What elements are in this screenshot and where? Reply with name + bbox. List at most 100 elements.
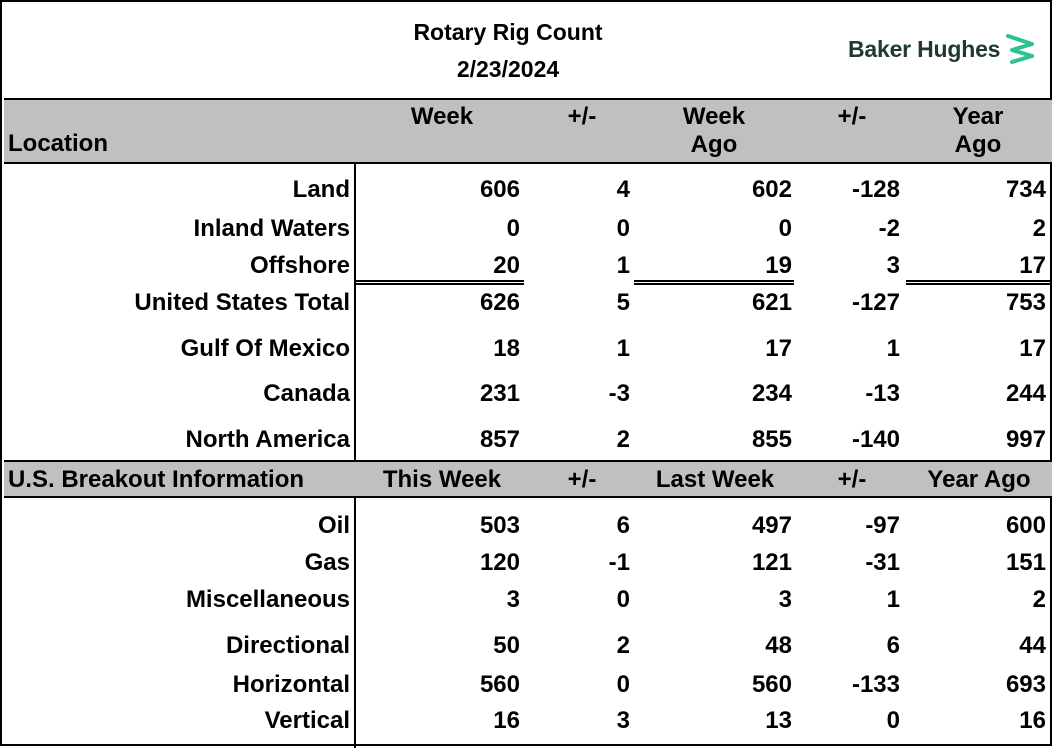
value-year-ago: 151: [1005, 549, 1046, 576]
column-divider: [354, 498, 356, 748]
value-year-ago: 734: [1005, 176, 1046, 203]
value-last-week: 13: [765, 707, 792, 734]
week-ago-header-line1: Week: [682, 103, 746, 130]
value-change: 3: [616, 707, 630, 734]
value-this-week: 560: [479, 671, 520, 698]
row-label: Land: [292, 176, 350, 203]
value-week: 231: [479, 380, 520, 407]
location-header: Location: [8, 130, 108, 157]
value-change: 6: [886, 632, 900, 659]
total-underline: [634, 280, 794, 285]
report-date: 2/23/2024: [456, 56, 560, 82]
this-week-header: This Week: [382, 466, 502, 493]
value-change: 1: [616, 335, 630, 362]
value-week-ago: 19: [765, 252, 792, 279]
value-change: -3: [608, 380, 630, 407]
value-change: 6: [616, 512, 630, 539]
value-week: 20: [493, 252, 520, 279]
value-change: 2: [616, 632, 630, 659]
value-this-week: 50: [493, 632, 520, 659]
breakout-header-row: U.S. Breakout Information This Week +/- …: [4, 460, 1052, 498]
value-year-ago: 753: [1005, 289, 1046, 316]
value-year-ago: 2: [1032, 215, 1046, 242]
value-change: -97: [865, 512, 900, 539]
value-week-ago: 621: [751, 289, 792, 316]
logo-mark-icon: [1006, 34, 1035, 64]
row-label: Gas: [304, 549, 350, 576]
year-ago-header-line2: Ago: [954, 131, 1002, 158]
value-week-ago: 0: [778, 215, 792, 242]
row-label: Directional: [225, 632, 350, 659]
change-header: +/-: [837, 466, 867, 493]
value-year-ago: 693: [1005, 671, 1046, 698]
value-week-ago: 17: [765, 335, 792, 362]
value-year-ago: 2: [1032, 586, 1046, 613]
value-change: -140: [851, 426, 900, 453]
value-year-ago: 17: [1019, 335, 1046, 362]
value-week: 18: [493, 335, 520, 362]
value-year-ago: 997: [1005, 426, 1046, 453]
value-week: 857: [479, 426, 520, 453]
value-change: 0: [616, 215, 630, 242]
value-year-ago: 244: [1005, 380, 1046, 407]
report-title: Rotary Rig Count: [413, 19, 603, 45]
total-underline: [356, 280, 524, 285]
value-week: 0: [506, 215, 520, 242]
value-week: 606: [479, 176, 520, 203]
value-last-week: 121: [751, 549, 792, 576]
value-year-ago: 44: [1019, 632, 1046, 659]
value-change: -13: [865, 380, 900, 407]
baker-hughes-logo: Baker Hughes: [848, 32, 1036, 66]
last-week-header: Last Week: [655, 466, 775, 493]
row-label: Horizontal: [232, 671, 350, 698]
value-this-week: 503: [479, 512, 520, 539]
value-week: 626: [479, 289, 520, 316]
value-week-ago: 855: [751, 426, 792, 453]
row-label: North America: [185, 426, 350, 453]
value-change: 2: [616, 426, 630, 453]
year-ago-header: Year Ago: [927, 466, 1031, 493]
value-change: -133: [851, 671, 900, 698]
change-header: +/-: [567, 103, 597, 130]
value-this-week: 3: [506, 586, 520, 613]
value-change: 3: [886, 252, 900, 279]
row-label: Inland Waters: [193, 215, 350, 242]
column-divider: [354, 164, 356, 460]
value-year-ago: 600: [1005, 512, 1046, 539]
logo-text: Baker Hughes: [848, 35, 1001, 62]
breakout-header: U.S. Breakout Information: [8, 466, 305, 493]
row-label: United States Total: [134, 289, 350, 316]
row-label: Vertical: [264, 707, 350, 734]
value-year-ago: 17: [1019, 252, 1046, 279]
value-change: -1: [608, 549, 630, 576]
value-last-week: 3: [778, 586, 792, 613]
value-last-week: 560: [751, 671, 792, 698]
year-ago-header-line1: Year: [952, 103, 1004, 130]
row-label: Gulf Of Mexico: [180, 335, 350, 362]
row-label: Offshore: [249, 252, 350, 279]
row-label: Oil: [317, 512, 350, 539]
value-this-week: 16: [493, 707, 520, 734]
value-change: -31: [865, 549, 900, 576]
value-change: 1: [886, 335, 900, 362]
value-change: 0: [616, 671, 630, 698]
value-change: 5: [616, 289, 630, 316]
total-underline: [906, 280, 1050, 285]
value-last-week: 48: [765, 632, 792, 659]
value-week-ago: 602: [751, 176, 792, 203]
value-year-ago: 16: [1019, 707, 1046, 734]
value-change: 1: [886, 586, 900, 613]
value-change: -127: [851, 289, 900, 316]
week-ago-header-line2: Ago: [690, 131, 738, 158]
value-change: -128: [851, 176, 900, 203]
row-label: Canada: [263, 380, 350, 407]
value-last-week: 497: [751, 512, 792, 539]
value-week-ago: 234: [751, 380, 792, 407]
value-change: 4: [616, 176, 630, 203]
value-change: 0: [886, 707, 900, 734]
title-block: Rotary Rig Count 2/23/2024: [2, 14, 1014, 88]
row-label: Miscellaneous: [185, 586, 350, 613]
change-header: +/-: [567, 466, 597, 493]
location-header-row: Location Week +/- Week Ago +/- Year Ago: [4, 98, 1052, 164]
